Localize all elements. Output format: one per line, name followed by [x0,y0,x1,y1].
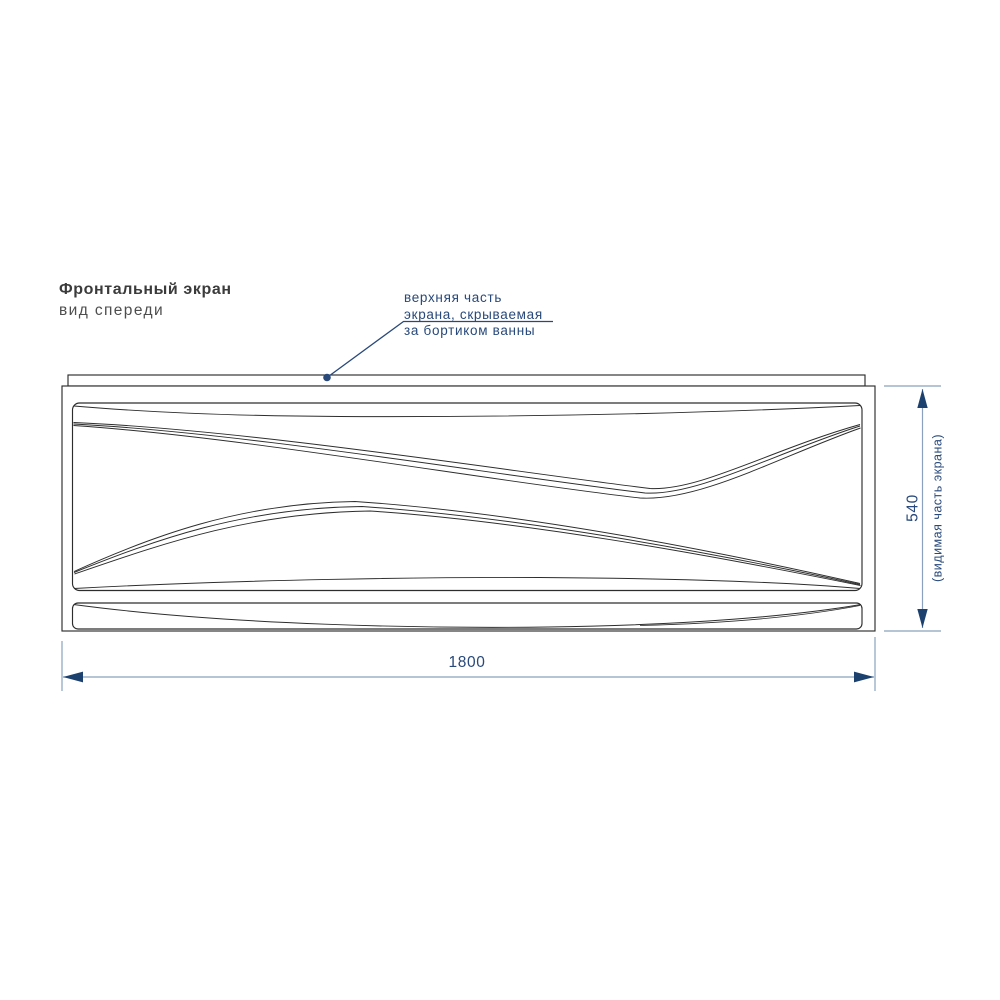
page-subtitle: вид спереди [59,302,165,319]
lower-wave-curve-1 [73,501,861,584]
upper-wave-curve-1 [73,422,861,489]
dim-arrow-left-icon [63,671,83,683]
dim-arrow-right-icon [854,671,874,683]
dim-arrow-up-icon [917,389,928,408]
width-dimension: 1800 [61,637,876,691]
top-lens-curve [73,405,861,418]
callout-line-2: экрана, скрываемая [404,306,543,322]
lower-wave-curve-2 [73,506,861,585]
callout-line-1: верхняя часть [404,290,503,305]
front-screen-drawing [61,374,876,632]
callout-leader [323,320,553,382]
leader-dot [323,373,331,382]
width-dim-value: 1800 [449,654,486,671]
lower-wave-curve-3 [74,510,861,586]
upper-wave-curve-2 [73,423,861,494]
height-dimension: 540 (видимая часть экрана) [884,385,945,632]
bottom-lens-curve [73,576,861,589]
bottom-rail-curve [73,604,862,628]
bottom-rail [71,602,863,630]
leader-line [326,320,553,379]
upper-wave-curve-3 [73,425,861,499]
callout-line-3: за бортиком ванны [404,323,536,338]
hidden-top-strip [67,374,866,387]
height-dim-value: 540 [905,494,922,522]
height-dim-note: (видимая часть экрана) [931,434,945,582]
face-panel [71,402,863,592]
title-block: Фронтальный экран вид спереди [59,281,232,320]
bottom-rail-corner-accent [639,605,861,626]
dim-arrow-down-icon [917,609,928,628]
callout-text: верхняя часть экрана, скрываемая за борт… [404,290,543,340]
page-title: Фронтальный экран [59,281,232,298]
